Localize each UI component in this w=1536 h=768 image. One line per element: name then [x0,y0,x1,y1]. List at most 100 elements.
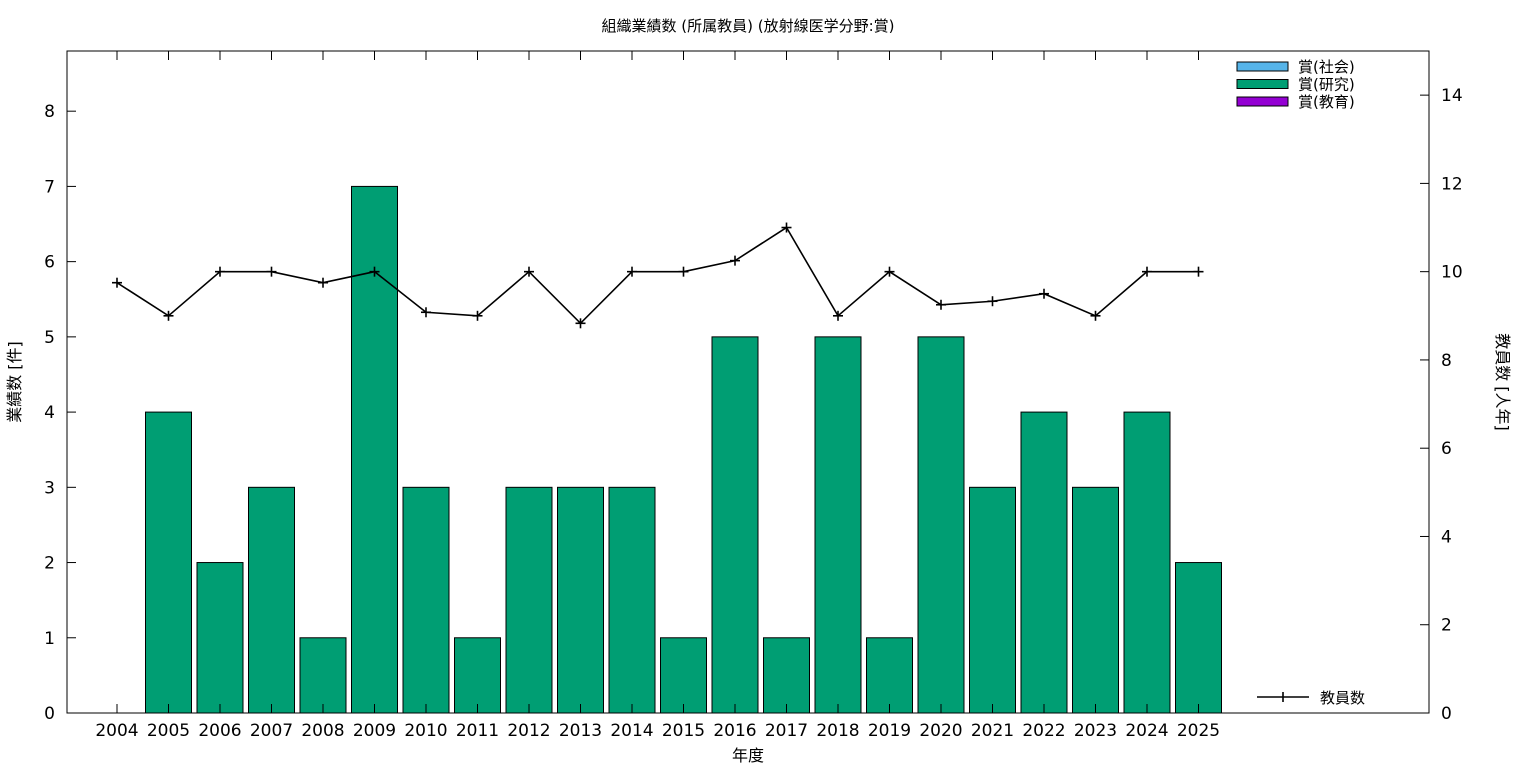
bar-2011-series-1 [454,637,501,714]
bar-2010-series-1 [402,486,450,714]
line-point-2024 [1142,266,1152,277]
line-point-2022 [1039,288,1049,299]
line-point-2018 [833,310,843,321]
x-tick-label: 2020 [919,721,962,741]
line-point-2019 [884,266,895,277]
x-tick-label: 2025 [1177,721,1220,741]
x-tick-label: 2008 [301,721,344,741]
bar-2008-series-1 [299,637,347,714]
legend-swatch-2 [1236,96,1289,107]
plot-frame [66,50,1430,714]
bar-2012-series-1 [505,486,553,714]
y2-tick-label: 8 [1441,351,1452,371]
y-tick-label: 0 [44,704,55,724]
legend-label-2: 賞(教育) [1298,93,1355,111]
bar-2013-series-1 [557,486,604,714]
y2-tick-label: 0 [1441,704,1452,724]
line-point-2007 [266,266,277,277]
y-tick-label: 6 [44,253,55,273]
x-tick-label: 2010 [404,721,447,741]
bar-2009-series-1 [351,185,398,714]
x-tick-label: 2005 [147,721,190,741]
bar-2006-series-1 [196,562,244,714]
y2-tick-label: 10 [1441,263,1463,283]
bar-2014-series-1 [608,486,656,714]
line-point-2013 [575,318,586,329]
bar-2019-series-1 [866,637,913,714]
bars-layer [145,185,1222,714]
legend-label-0: 賞(社会) [1298,58,1355,76]
bar-2022-series-1 [1020,411,1068,714]
y2-tick-label: 4 [1441,527,1452,547]
bar-2017-series-1 [763,637,810,714]
y2-tick-label: 14 [1441,86,1463,106]
bar-2015-series-1 [660,637,707,714]
bar-2025-series-1 [1175,562,1222,714]
legend-bars: 賞(社会)賞(研究)賞(教育) [1236,58,1355,111]
legend-swatch-0 [1236,61,1289,72]
line-teacher-count [116,226,1199,325]
bar-2005-series-1 [145,411,192,714]
y2-tick-label: 6 [1441,439,1452,459]
x-tick-label: 2021 [971,721,1014,741]
line-point-2006 [215,266,225,277]
y-tick-label: 8 [44,102,55,122]
line-point-2010 [421,307,431,318]
bar-2007-series-1 [248,486,295,714]
x-tick-label: 2024 [1125,721,1168,741]
line-point-2015 [678,266,689,277]
legend-label-line: 教員数 [1320,689,1365,707]
line-point-2011 [472,310,483,321]
line-point-2023 [1090,310,1101,321]
y2-axis-title: 教員数 [人年] [1493,333,1512,431]
x-tick-label: 2014 [610,721,653,741]
x-tick-label: 2011 [456,721,499,741]
y-tick-label: 3 [44,478,55,498]
bar-2020-series-1 [917,336,965,714]
bar-2023-series-1 [1072,486,1119,714]
y-axis-title: 業績数 [件] [5,341,24,423]
line-layer [112,222,1204,329]
line-point-2016 [730,255,740,266]
bar-2018-series-1 [814,336,862,714]
y2-tick-label: 2 [1441,616,1452,636]
line-point-2021 [987,296,998,307]
bar-2021-series-1 [969,486,1016,714]
line-point-2009 [369,266,380,277]
legend-line: 教員数 [1257,689,1365,707]
legend-swatch-1 [1236,79,1289,89]
x-tick-label: 2013 [559,721,602,741]
x-tick-label: 2012 [507,721,550,741]
x-tick-label: 2009 [353,721,396,741]
legend-label-1: 賞(研究) [1298,76,1355,94]
x-tick-label: 2022 [1022,721,1065,741]
line-point-2004 [112,277,122,288]
line-point-2020 [936,299,946,310]
x-tick-label: 2015 [662,721,705,741]
x-tick-label: 2007 [250,721,293,741]
x-axis-title: 年度 [732,746,764,765]
chart-title: 組織業績数 (所属教員) (放射線医学分野:賞) [602,17,895,35]
x-tick-label: 2006 [198,721,241,741]
y-tick-label: 5 [44,328,55,348]
line-point-2005 [163,310,174,321]
x-tick-label: 2004 [95,721,138,741]
y-tick-label: 7 [44,177,55,197]
line-point-2014 [627,266,637,277]
line-point-2012 [524,266,534,277]
line-point-2025 [1193,266,1204,277]
y2-tick-label: 12 [1441,174,1463,194]
y-tick-label: 1 [44,629,55,649]
x-tick-label: 2023 [1074,721,1117,741]
line-point-2017 [781,222,792,233]
x-tick-label: 2016 [713,721,756,741]
x-tick-label: 2018 [816,721,859,741]
bar-2024-series-1 [1123,411,1171,714]
y-tick-label: 4 [44,403,55,423]
line-point-2008 [318,277,328,288]
bar-2016-series-1 [711,336,759,714]
x-tick-label: 2019 [868,721,911,741]
